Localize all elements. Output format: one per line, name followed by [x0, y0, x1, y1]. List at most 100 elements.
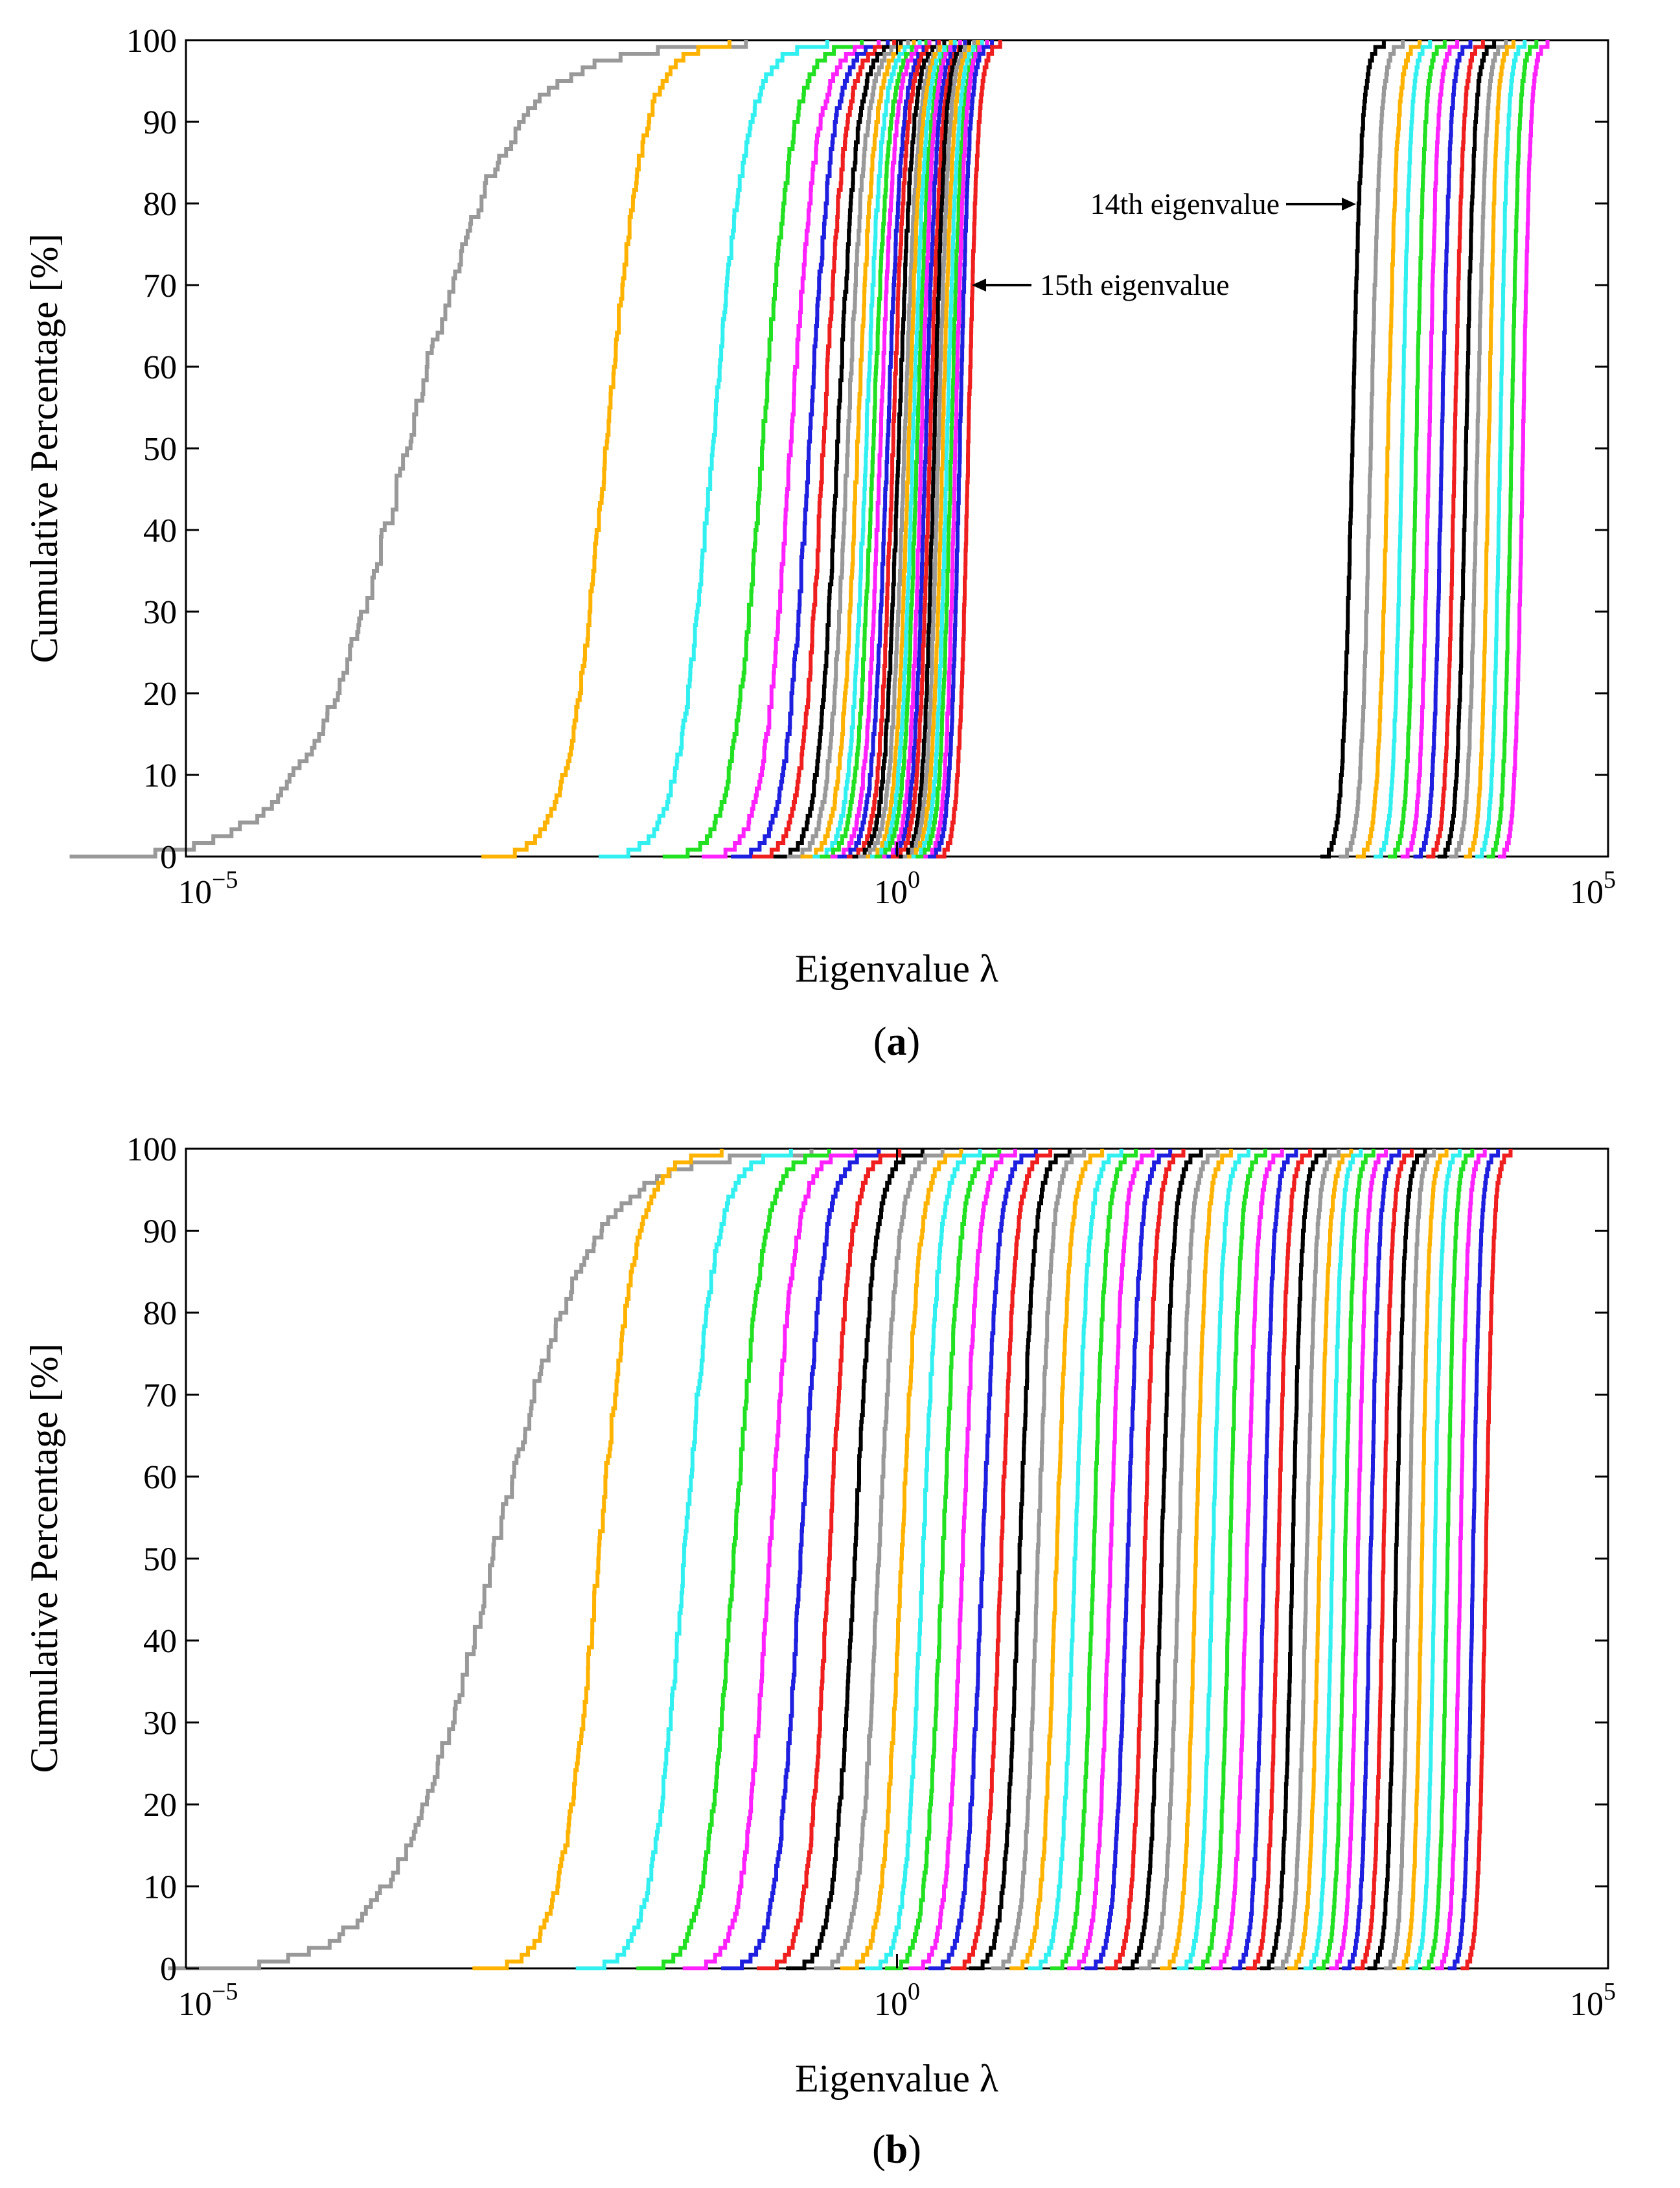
cdf-curve	[927, 40, 994, 858]
cdf-curve	[682, 1149, 858, 1970]
cdf-curve	[800, 40, 916, 858]
x-tick-label: 100	[874, 1978, 920, 2023]
panel-caption-letter: b	[886, 2128, 908, 2172]
y-tick-label: 60	[143, 1459, 177, 1496]
cdf-curve	[1139, 1149, 1220, 1970]
y-tick-label: 90	[143, 1214, 177, 1250]
cdf-series-group	[168, 1149, 1513, 1970]
cdf-curve	[1211, 1149, 1284, 1970]
x-axis-label: Eigenvalue λ	[795, 947, 998, 990]
x-tick-base: 10	[1570, 874, 1604, 911]
cdf-curve	[1475, 40, 1527, 858]
cdf-curve	[840, 1149, 963, 1970]
cdf-curve	[1460, 1149, 1513, 1970]
y-tick-label: 50	[143, 431, 177, 468]
cdf-curve	[1193, 1149, 1267, 1970]
y-tick-label: 20	[143, 1787, 177, 1824]
cdf-curve	[886, 40, 967, 858]
y-tick-label: 90	[143, 104, 177, 141]
cdf-curve	[721, 1149, 881, 1970]
cdf-series-group	[69, 40, 1550, 858]
y-tick-label: 100	[126, 1131, 177, 1168]
x-tick-group: 10−5 100 105	[178, 40, 1616, 911]
cdf-curve	[1367, 1149, 1427, 1970]
cdf-curve	[481, 40, 731, 858]
cdf-curve	[752, 40, 897, 858]
y-tick-group: 0 10 20 30 40 50 60 70 80 90 100	[126, 23, 1608, 876]
cdf-curve	[907, 40, 980, 858]
cdf-curve	[575, 1149, 793, 1970]
cdf-curve	[837, 40, 939, 858]
cdf-curve	[1329, 1149, 1388, 1970]
y-tick-label: 10	[143, 757, 177, 794]
x-tick-exponent: 5	[1604, 866, 1616, 893]
cdf-curve	[812, 40, 922, 858]
x-tick-exponent: 5	[1604, 1978, 1616, 2005]
cdf-curve	[599, 40, 829, 858]
cdf-curve	[820, 40, 928, 858]
cdf-curve	[731, 40, 890, 858]
y-tick-label: 40	[143, 512, 177, 549]
cdf-curve	[1422, 1149, 1475, 1970]
cdf-curve	[874, 40, 962, 858]
cdf-curve	[636, 1149, 831, 1970]
y-tick-label: 70	[143, 268, 177, 305]
x-tick-group: 10−5 100 105	[178, 1149, 1616, 2023]
cdf-curve	[936, 40, 1002, 858]
cdf-curve	[915, 40, 989, 858]
cdf-curve	[69, 40, 748, 858]
cdf-curve	[1354, 1149, 1414, 1970]
x-tick-base: 10	[874, 1986, 908, 2023]
cdf-curve	[1388, 40, 1447, 858]
cdf-curve	[1028, 1149, 1123, 1970]
arrowhead-icon	[972, 279, 986, 292]
y-tick-label: 70	[143, 1377, 177, 1414]
cdf-curve	[662, 40, 864, 858]
y-axis-label: Cumulative Percentage [%]	[23, 1343, 65, 1773]
cdf-curve	[1084, 1149, 1173, 1970]
cdf-curve	[866, 40, 953, 858]
cdf-curve	[1464, 40, 1515, 858]
cdf-curve	[1498, 40, 1550, 858]
x-tick-label: 105	[1570, 1978, 1616, 2023]
cdf-curve	[1339, 40, 1405, 858]
panel-caption-letter: a	[887, 1020, 907, 1064]
panel-caption: (a)	[873, 1020, 920, 1064]
cdf-curve	[168, 1149, 814, 1970]
cdf-curve	[885, 1149, 1002, 1970]
cdf-curve	[787, 40, 910, 858]
y-tick-label: 60	[143, 349, 177, 386]
cdf-curve	[1435, 1149, 1487, 1970]
y-tick-label: 20	[143, 676, 177, 713]
cdf-curve	[1449, 40, 1508, 858]
y-tick-group: 0 10 20 30 40 50 60 70 80 90 100	[126, 1131, 1608, 1988]
cdf-curve	[1009, 1149, 1105, 1970]
cdf-curve	[1067, 1149, 1155, 1970]
cdf-curve	[1160, 1149, 1233, 1970]
cdf-curve	[1383, 1149, 1436, 1970]
x-tick-exponent: 0	[908, 1978, 920, 2005]
cdf-curve	[928, 1149, 1038, 1970]
cdf-curve	[846, 40, 941, 858]
cdf-curve	[870, 40, 957, 858]
cdf-curve	[890, 40, 971, 858]
cdf-curve	[1396, 1149, 1449, 1970]
x-tick-label: 10−5	[178, 1978, 238, 2023]
y-axis-label: Cumulative Percentage [%]	[23, 233, 65, 663]
y-tick-label: 0	[160, 839, 177, 876]
y-tick-label: 40	[143, 1623, 177, 1660]
x-tick-exponent: 0	[908, 866, 920, 893]
y-tick-label: 0	[160, 1951, 177, 1988]
annotation-14th-eigenvalue: 14th eigenvalue	[1090, 187, 1280, 220]
x-tick-base: 10	[1570, 1986, 1604, 2023]
y-tick-label: 80	[143, 1295, 177, 1332]
cdf-curve	[991, 1149, 1087, 1970]
arrowhead-icon	[1342, 198, 1356, 211]
cdf-curve	[969, 1149, 1072, 1970]
cdf-curve	[1447, 1149, 1501, 1970]
cdf-curve	[1177, 1149, 1250, 1970]
cdf-curve	[1320, 40, 1386, 858]
